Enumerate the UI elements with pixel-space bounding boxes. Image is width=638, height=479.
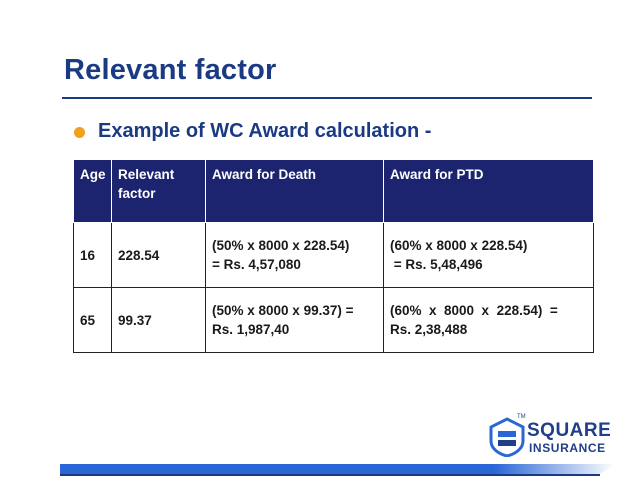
table-header-row: Age Relevant factor Award for Death Awar… bbox=[73, 159, 594, 223]
square-insurance-logo-icon bbox=[489, 417, 525, 457]
bullet-text: Example of WC Award calculation - bbox=[98, 120, 432, 142]
header-age: Age bbox=[73, 159, 112, 223]
death-line-2: = Rs. 4,57,080 bbox=[212, 257, 301, 272]
cell-factor: 99.37 bbox=[111, 287, 206, 353]
cell-age: 16 bbox=[73, 222, 112, 288]
bullet-dot-icon bbox=[74, 126, 85, 138]
cell-age: 65 bbox=[73, 287, 112, 353]
footer-stripe bbox=[60, 464, 616, 474]
cell-ptd: (60% x 8000 x 228.54) = Rs. 5,48,496 bbox=[383, 222, 594, 288]
bullet-item: Example of WC Award calculation - bbox=[74, 120, 431, 143]
ptd-line-2: Rs. 2,38,488 bbox=[390, 322, 468, 337]
ptd-line-2: = Rs. 5,48,496 bbox=[390, 257, 483, 272]
header-award-death: Award for Death bbox=[205, 159, 384, 223]
company-logo: TM SQUARE INSURANCE bbox=[487, 414, 617, 460]
logo-word-square: SQUARE bbox=[527, 420, 612, 441]
ptd-line-1: (60% x 8000 x 228.54) = bbox=[390, 303, 558, 318]
logo-word-insurance: INSURANCE bbox=[529, 441, 606, 455]
death-line-1: (50% x 8000 x 99.37) = bbox=[212, 303, 354, 318]
header-relevant-factor: Relevant factor bbox=[111, 159, 206, 223]
cell-ptd: (60% x 8000 x 228.54) = Rs. 2,38,488 bbox=[383, 287, 594, 353]
title-divider bbox=[62, 97, 592, 99]
death-line-1: (50% x 8000 x 228.54) bbox=[212, 238, 350, 253]
slide-title: Relevant factor bbox=[64, 54, 277, 86]
ptd-line-1: (60% x 8000 x 228.54) bbox=[390, 238, 528, 253]
cell-death: (50% x 8000 x 99.37) = Rs. 1,987,40 bbox=[205, 287, 384, 353]
award-table: Age Relevant factor Award for Death Awar… bbox=[73, 159, 594, 353]
cell-factor: 228.54 bbox=[111, 222, 206, 288]
table-row: 16 228.54 (50% x 8000 x 228.54) = Rs. 4,… bbox=[73, 222, 594, 288]
footer-line bbox=[60, 474, 600, 476]
header-award-ptd: Award for PTD bbox=[383, 159, 594, 223]
table-row: 65 99.37 (50% x 8000 x 99.37) = Rs. 1,98… bbox=[73, 287, 594, 353]
death-line-2: Rs. 1,987,40 bbox=[212, 322, 290, 337]
logo-trademark: TM bbox=[517, 414, 526, 420]
cell-death: (50% x 8000 x 228.54) = Rs. 4,57,080 bbox=[205, 222, 384, 288]
